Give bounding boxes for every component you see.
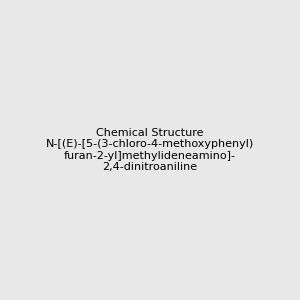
Text: Chemical Structure
N-[(E)-[5-(3-chloro-4-methoxyphenyl)
furan-2-yl]methylideneam: Chemical Structure N-[(E)-[5-(3-chloro-4… — [46, 128, 254, 172]
